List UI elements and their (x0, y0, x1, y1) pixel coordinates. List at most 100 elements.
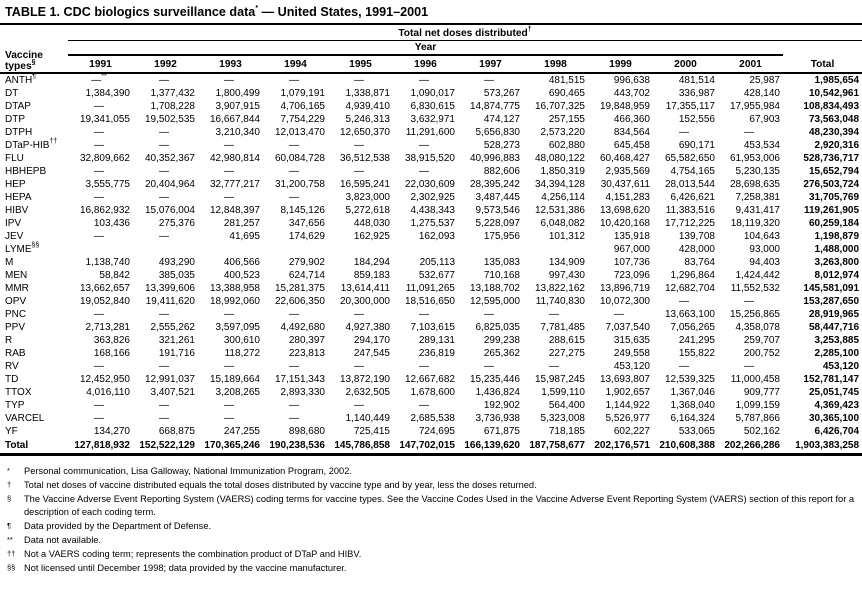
table-cell: 168,166 (93, 348, 130, 359)
table-cell: 3,208,265 (215, 387, 261, 398)
table-cell: 280,397 (288, 335, 325, 346)
table-row-ipv: IPV 103,436 275,376 281,257 347,656 448,030 1,… (0, 217, 862, 230)
table-cell: 15,281,375 (274, 283, 325, 294)
table-cell: — (419, 75, 429, 86)
vaccine-type-label: HIBV (0, 204, 68, 217)
table-cell: 9,573,546 (475, 205, 521, 216)
table-cell: 645,458 (613, 140, 650, 151)
table-row-dtp: DTP 19,341,055 19,502,535 16,667,844 7,754,2… (0, 113, 862, 126)
table-cell: 690,171 (678, 140, 715, 151)
table-cell: 10,420,168 (599, 218, 650, 229)
vaccine-type-label: DTP (0, 113, 68, 126)
table-cell: 4,256,114 (541, 192, 585, 203)
table-cell: — (484, 75, 494, 86)
title-main: TABLE 1. CDC biologics surveillance data (5, 5, 256, 19)
table-cell: — (224, 192, 234, 203)
table-cell: 18,119,320 (730, 218, 780, 229)
table-cell: 5,526,977 (605, 413, 651, 424)
footnote-marker: ¶ (7, 521, 12, 530)
table-cell: — (289, 309, 299, 320)
table-cell: 1,903,383,258 (783, 438, 862, 456)
table-cell: 4,939,410 (345, 101, 391, 112)
table-cell: 162,925 (353, 231, 390, 242)
table-cell: 4,151,283 (605, 192, 651, 203)
table-cell: 12,539,325 (664, 374, 715, 385)
table-cell: 448,030 (353, 218, 390, 229)
table-cell: — (549, 309, 559, 320)
vaccine-type-label: HEP (0, 178, 68, 191)
table-cell: 17,151,343 (274, 374, 325, 385)
table-row-typ: TYP — — — — — — 192,902 564,400 1,144,922 1,368,04… (0, 399, 862, 412)
table-cell: 127,818,932 (68, 438, 133, 456)
table-cell: 4,927,380 (345, 322, 391, 333)
table-cell: 41,695 (229, 231, 260, 242)
vaccine-types-column-header: Vaccine types§ (0, 25, 68, 74)
table-cell: 4,754,165 (670, 166, 716, 177)
table-cell: 2,685,538 (410, 413, 456, 424)
table-cell: — (354, 166, 364, 177)
footnote: * Personal communication, Lisa Galloway, … (7, 465, 858, 478)
table-cell: — (679, 296, 689, 307)
table-cell: — (159, 192, 169, 203)
table-cell: 175,956 (483, 231, 520, 242)
vaccine-type-text: FLU (5, 153, 24, 164)
vaccine-type-text: PNC (5, 309, 27, 320)
table-cell: 73,563,048 (808, 114, 860, 125)
table-cell: 4,492,680 (280, 322, 326, 333)
table-cell (68, 243, 133, 256)
table-row-dtap-hib: DTaP-HIB†† — — — — — — 528,273 602,880 645,458 690… (0, 138, 862, 152)
table-cell: 19,502,535 (144, 114, 195, 125)
table-cell: 493,290 (158, 257, 195, 268)
table-cell: 58,447,716 (808, 322, 860, 333)
table-cell: 710,168 (483, 270, 520, 281)
column-header-1998: 1998 (523, 55, 588, 74)
table-cell: 6,426,704 (814, 426, 860, 437)
table-cell: — (224, 413, 234, 424)
table-cell: 13,822,162 (534, 283, 585, 294)
table-cell: 25,051,745 (808, 387, 860, 398)
table-cell: 1,099,159 (735, 400, 781, 411)
table-cell: 1,140,449 (345, 413, 391, 424)
table-cell: — (354, 361, 364, 372)
table-cell: 1,079,191 (280, 88, 326, 99)
table-cell: — (289, 166, 299, 177)
vaccine-type-label: RV (0, 360, 68, 373)
table-cell: 428,000 (678, 244, 715, 255)
table-cell: 30,365,100 (808, 413, 860, 424)
table-cell: 528,736,717 (803, 153, 860, 164)
table-cell: 28,698,635 (729, 179, 780, 190)
cell-footnote-marker: ** (101, 72, 107, 80)
table-cell: 22,606,350 (274, 296, 325, 307)
table-cell: 502,162 (743, 426, 780, 437)
table-cell: 1,296,864 (670, 270, 716, 281)
table-cell: 7,037,540 (605, 322, 651, 333)
table-cell: 11,000,458 (730, 374, 780, 385)
table-cell: 249,558 (613, 348, 650, 359)
table-cell: — (159, 309, 169, 320)
table-cell: 6,048,082 (540, 218, 586, 229)
table-cell: 15,189,664 (209, 374, 260, 385)
table-cell: 4,438,343 (410, 205, 456, 216)
table-cell: 265,362 (483, 348, 520, 359)
table-cell: 28,919,965 (808, 309, 860, 320)
document-page: TABLE 1. CDC biologics surveillance data… (0, 5, 862, 573)
table-cell: 28,013,544 (664, 179, 715, 190)
table-cell: — (94, 140, 104, 151)
vaccine-type-text: MEN (5, 270, 28, 281)
vaccine-type-text: OPV (5, 296, 27, 307)
vaccine-type-label: YF (0, 425, 68, 438)
table-cell: — (549, 361, 559, 372)
table-cell: 134,909 (548, 257, 585, 268)
table-cell: — (159, 413, 169, 424)
table-cell: 227,275 (548, 348, 585, 359)
table-cell: 2,935,569 (605, 166, 651, 177)
table-total-row: Total 127,818,932 152,522,129 170,365,246 19… (0, 438, 862, 456)
table-cell: 200,752 (743, 348, 780, 359)
vaccine-type-text: TD (5, 374, 19, 385)
table-cell: 1,198,879 (814, 231, 860, 242)
table-cell: 321,261 (158, 335, 195, 346)
table-cell: 6,164,324 (670, 413, 716, 424)
table-cell: 882,606 (483, 166, 520, 177)
table-cell: 1,985,654 (814, 75, 860, 86)
table-cell: — (289, 192, 299, 203)
